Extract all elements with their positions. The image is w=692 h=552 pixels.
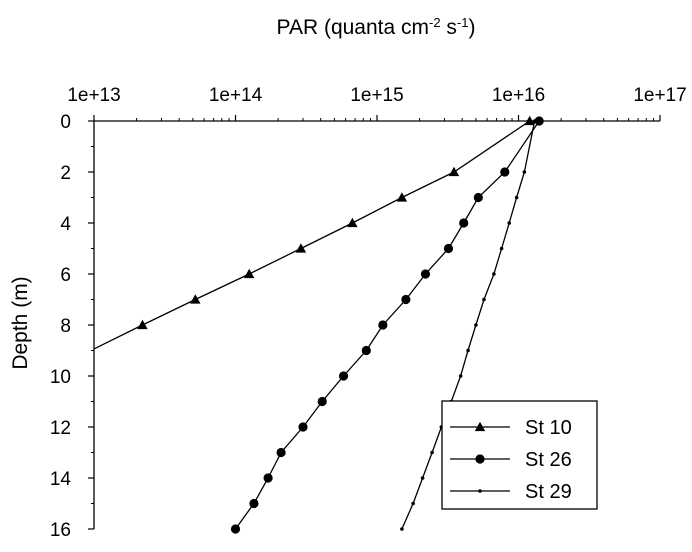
- y-tick-label: 14: [50, 469, 72, 490]
- data-point: [522, 170, 527, 174]
- data-point: [420, 269, 431, 279]
- data-point: [532, 119, 537, 123]
- x-axis-title: PAR (quanta cm-2 s-1): [277, 15, 476, 40]
- data-point: [534, 116, 544, 126]
- data-point: [400, 527, 404, 531]
- data-point: [500, 167, 510, 177]
- data-point: [420, 476, 425, 480]
- data-point: [361, 345, 371, 356]
- y-tick-label: 6: [60, 265, 71, 286]
- data-point: [298, 422, 308, 432]
- data-point: [524, 115, 535, 126]
- data-point: [499, 246, 504, 251]
- data-point: [430, 450, 434, 455]
- x-axis-title-end: ): [468, 16, 475, 39]
- legend-label: St 29: [525, 481, 572, 503]
- data-point: [244, 268, 255, 279]
- y-axis-title: Depth (m): [9, 276, 32, 369]
- data-point: [482, 297, 486, 302]
- legend-marker: [478, 489, 482, 493]
- data-point: [338, 371, 349, 381]
- legend-marker: [474, 421, 486, 432]
- data-point: [492, 272, 496, 276]
- x-tick-label: 1e+14: [209, 85, 263, 106]
- data-point: [514, 195, 519, 200]
- data-point: [137, 319, 148, 330]
- x-axis-title-main: PAR (quanta cm: [277, 16, 430, 39]
- legend-box: [441, 400, 598, 510]
- series-st-10: [94, 115, 535, 350]
- series-line: [401, 120, 536, 530]
- data-point: [295, 243, 307, 253]
- data-point: [190, 294, 201, 304]
- legend: St 10 St 26 St 29: [441, 400, 598, 510]
- data-point: [507, 221, 512, 225]
- legend-entry: St 26: [450, 449, 572, 471]
- legend-label: St 26: [525, 449, 572, 471]
- data-series: [94, 115, 544, 534]
- y-tick-label: 0: [60, 112, 71, 133]
- data-point: [448, 166, 460, 177]
- y-tick-label: 8: [60, 316, 71, 337]
- data-point: [401, 294, 411, 305]
- data-point: [230, 524, 241, 534]
- y-tick-label: 4: [60, 214, 71, 235]
- data-point: [466, 348, 470, 353]
- data-point: [411, 501, 415, 506]
- legend-entry: St 10: [450, 417, 572, 439]
- data-point: [474, 323, 478, 327]
- axes: 1e+13 1e+14 1e+15 1e+16 1e+17 0 2 4 6 8 10 12 14 16: [50, 85, 687, 541]
- series-st-29: [400, 119, 537, 531]
- y-tick-label: 16: [50, 520, 71, 541]
- x-axis-title-mid: s: [441, 16, 457, 39]
- y-tick-label: 10: [50, 367, 71, 388]
- data-point: [347, 217, 358, 228]
- x-tick-label: 1e+15: [350, 85, 403, 106]
- series-line: [94, 120, 531, 350]
- x-axis-title-sup2: -1: [457, 15, 469, 30]
- data-point: [317, 396, 327, 407]
- data-point: [443, 243, 454, 254]
- legend-marker: [475, 454, 485, 464]
- data-point: [276, 447, 286, 458]
- data-point: [396, 192, 408, 202]
- data-point: [378, 320, 388, 330]
- data-point: [263, 473, 273, 483]
- y-tick-label: 12: [50, 418, 71, 439]
- legend-label: St 10: [525, 417, 572, 439]
- series-st-26: [230, 116, 544, 534]
- data-point: [249, 498, 259, 509]
- series-line: [234, 120, 540, 530]
- x-tick-label: 1e+17: [633, 85, 686, 106]
- x-tick-label: 1e+13: [67, 85, 120, 106]
- legend-entry: St 29: [450, 481, 572, 503]
- x-tick-label: 1e+16: [492, 85, 545, 106]
- x-axis-title-sup1: -2: [429, 15, 441, 30]
- data-point: [459, 218, 469, 228]
- data-point: [458, 374, 463, 378]
- y-tick-label: 2: [60, 163, 71, 184]
- data-point: [473, 192, 483, 203]
